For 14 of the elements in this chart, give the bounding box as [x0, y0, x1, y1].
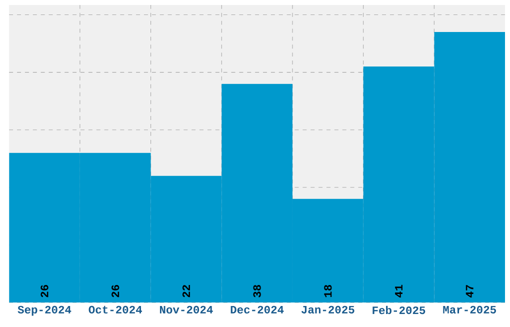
x-tick-label: Feb-2025 [372, 306, 426, 314]
x-tick-label: Sep-2024 [18, 306, 72, 316]
x-tick-label: Nov-2024 [160, 306, 213, 314]
data-label: 38 [253, 284, 261, 298]
x-tick-label: Oct-2024 [88, 306, 142, 314]
x-tick-label: Mar-2025 [443, 306, 496, 314]
data-label: 18 [324, 284, 332, 297]
x-tick-label: Jan-2025 [301, 306, 354, 314]
data-label: 26 [40, 284, 48, 298]
data-label: 22 [182, 284, 190, 298]
data-label: 26 [112, 284, 120, 298]
data-label: 41 [395, 284, 402, 298]
data-label: 47 [466, 284, 474, 298]
x-tick-label: Dec-2024 [230, 306, 284, 314]
